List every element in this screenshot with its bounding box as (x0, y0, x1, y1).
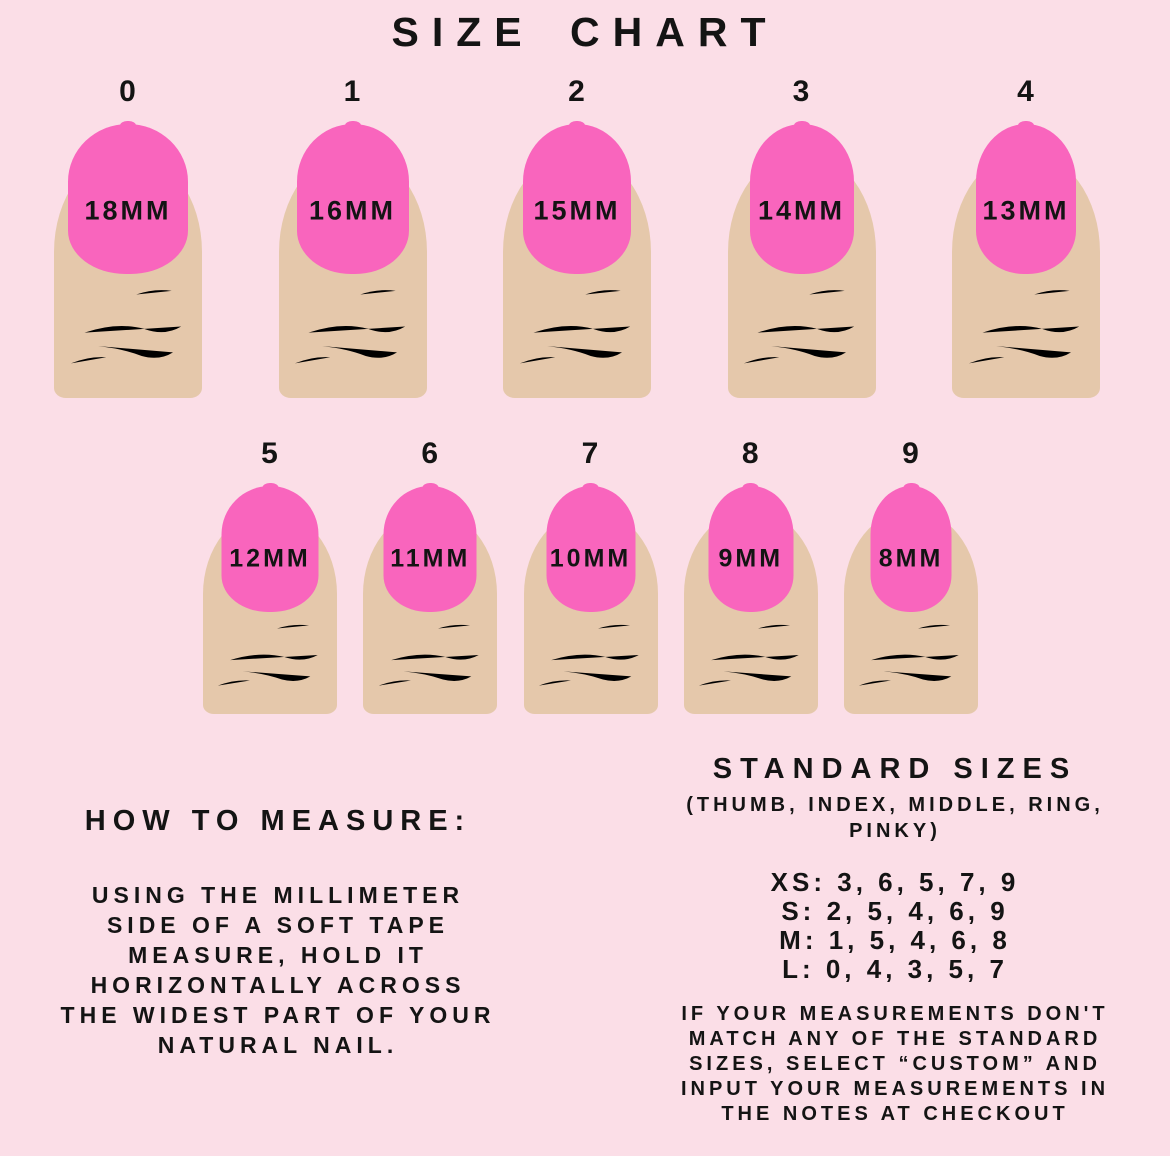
nail-width-label: 15MM (533, 195, 621, 226)
finger-illustration: 14MM (727, 124, 876, 398)
how-to-measure-section: HOW TO MEASURE: USING THE MILLIMETER SID… (38, 804, 518, 1060)
knuckle-crease-icon (698, 624, 799, 686)
nail-width-label: 11MM (390, 544, 471, 573)
finger-illustration: 10MM (523, 486, 658, 714)
how-to-measure-line: NATURAL NAIL. (157, 1032, 399, 1058)
knuckle-crease-icon (538, 624, 639, 686)
nail-shape: 10MM (546, 486, 635, 612)
how-to-measure-heading: HOW TO MEASURE: (84, 805, 472, 837)
nail-shape: 15MM (523, 124, 631, 274)
finger-size-2: 2 15MM (503, 74, 651, 398)
how-to-measure-line: USING THE MILLIMETER (91, 882, 465, 908)
finger-size-label: 5 (261, 437, 279, 470)
finger-row-bottom: 5 12MM 6 11MM 7 (0, 436, 1170, 714)
how-to-measure-line: THE WIDEST PART OF YOUR (60, 1002, 496, 1028)
finger-size-4: 4 13MM (952, 74, 1100, 398)
how-to-measure-line: MEASURE, HOLD IT (128, 942, 428, 968)
finger-size-7: 7 10MM (523, 436, 658, 714)
nail-width-label: 8MM (878, 544, 944, 573)
finger-size-label: 2 (568, 75, 586, 108)
nail-shape: 12MM (221, 486, 319, 612)
nail-width-label: 13MM (982, 195, 1070, 226)
knuckle-crease-icon (70, 290, 182, 364)
finger-size-label: 7 (581, 437, 600, 470)
knuckle-crease-icon (378, 624, 479, 686)
custom-size-note-line: THE NOTES AT CHECKOUT (721, 1103, 1069, 1125)
custom-size-note: IF YOUR MEASUREMENTS DON'T MATCH ANY OF … (650, 1002, 1140, 1127)
knuckle-crease-icon (519, 290, 631, 364)
nail-shape: 16MM (296, 124, 409, 274)
finger-illustration: 18MM (54, 124, 202, 398)
custom-size-note-line: SIZES, SELECT “CUSTOM” AND (689, 1053, 1101, 1075)
finger-size-label: 8 (741, 437, 760, 470)
nail-width-label: 10MM (549, 544, 632, 573)
standard-sizes-subheading: (THUMB, INDEX, MIDDLE, RING, PINKY) (650, 792, 1140, 844)
nail-shape: 14MM (749, 124, 854, 274)
nail-shape: 11MM (383, 486, 477, 612)
finger-size-label: 0 (119, 75, 137, 108)
knuckle-crease-icon (295, 290, 406, 364)
standard-size-row-xs: XS: 3, 6, 5, 7, 9 (770, 867, 1020, 897)
finger-illustration: 9MM (683, 486, 818, 714)
standard-sizes-subheading-line: PINKY) (849, 820, 941, 842)
nail-shape: 18MM (68, 124, 188, 274)
standard-size-row-s: S: 2, 5, 4, 6, 9 (781, 896, 1009, 926)
nail-shape: 13MM (976, 124, 1076, 274)
standard-size-row-m: M: 1, 5, 4, 6, 8 (779, 925, 1011, 955)
standard-sizes-list: XS: 3, 6, 5, 7, 9 S: 2, 5, 4, 6, 9 M: 1,… (650, 868, 1140, 984)
nail-width-label: 18MM (84, 195, 172, 226)
nail-width-label: 16MM (308, 195, 397, 226)
finger-illustration: 8MM (844, 486, 978, 714)
finger-illustration: 15MM (503, 124, 651, 398)
nail-width-label: 12MM (229, 544, 311, 573)
how-to-measure-line: HORIZONTALLY ACROSS (90, 972, 466, 998)
nail-width-label: 14MM (757, 195, 846, 226)
finger-size-3: 3 14MM (727, 74, 876, 398)
nail-width-label: 9MM (718, 544, 784, 573)
finger-size-label: 6 (421, 437, 440, 470)
finger-size-9: 9 8MM (844, 436, 978, 714)
nail-shape: 8MM (870, 486, 952, 612)
custom-size-note-line: IF YOUR MEASUREMENTS DON'T (681, 1003, 1109, 1025)
finger-size-label: 9 (902, 437, 920, 470)
finger-illustration: 16MM (278, 124, 427, 398)
custom-size-note-line: MATCH ANY OF THE STANDARD (688, 1028, 1102, 1050)
standard-size-row-l: L: 0, 4, 3, 5, 7 (782, 954, 1008, 984)
how-to-measure-text: USING THE MILLIMETER SIDE OF A SOFT TAPE… (38, 880, 518, 1060)
how-to-measure-line: SIDE OF A SOFT TAPE (106, 912, 450, 938)
finger-size-6: 6 11MM (363, 436, 498, 714)
finger-size-label: 1 (343, 75, 362, 108)
finger-size-0: 0 18MM (54, 74, 202, 398)
knuckle-crease-icon (744, 290, 855, 364)
nail-shape: 9MM (708, 486, 794, 612)
finger-illustration: 13MM (952, 124, 1100, 398)
finger-size-1: 1 16MM (278, 74, 427, 398)
standard-sizes-section: STANDARD SIZES (THUMB, INDEX, MIDDLE, RI… (650, 752, 1140, 1127)
standard-sizes-heading: STANDARD SIZES (712, 753, 1078, 785)
knuckle-crease-icon (859, 624, 960, 686)
standard-sizes-subheading-line: (THUMB, INDEX, MIDDLE, RING, (686, 794, 1104, 816)
finger-illustration: 11MM (363, 486, 498, 714)
finger-size-8: 8 9MM (683, 436, 818, 714)
knuckle-crease-icon (218, 624, 319, 686)
knuckle-crease-icon (968, 290, 1080, 364)
finger-row-top: 0 18MM 1 16MM 2 (0, 74, 1170, 398)
finger-illustration: 12MM (203, 486, 337, 714)
finger-size-5: 5 12MM (203, 436, 337, 714)
page-title: SIZE CHART (391, 9, 779, 55)
finger-size-label: 4 (1017, 75, 1035, 108)
finger-size-label: 3 (792, 75, 811, 108)
custom-size-note-line: INPUT YOUR MEASUREMENTS IN (680, 1078, 1110, 1100)
